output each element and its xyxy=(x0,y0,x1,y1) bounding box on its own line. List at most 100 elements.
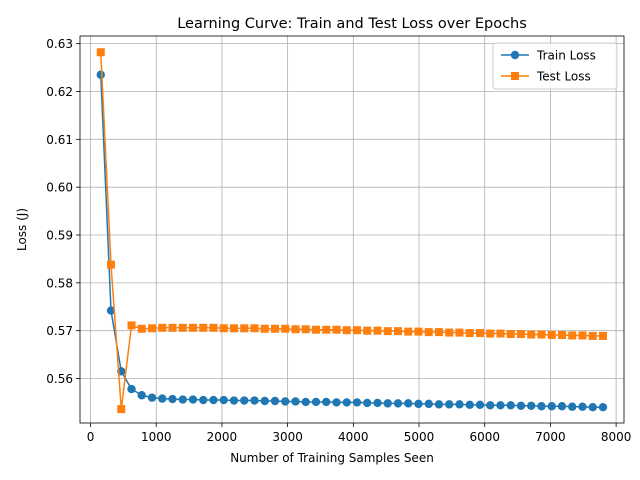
data-point-train xyxy=(414,399,423,409)
series-layer xyxy=(96,48,608,414)
data-point-test xyxy=(189,323,198,332)
data-point-train xyxy=(537,402,546,411)
data-point-test xyxy=(496,329,505,338)
data-point-train xyxy=(240,396,249,405)
data-point-test xyxy=(557,330,566,339)
y-tick-label: 0.62 xyxy=(46,85,73,99)
x-axis-label: Number of Training Samples Seen xyxy=(230,451,434,465)
data-point-train xyxy=(527,401,536,410)
data-point-test xyxy=(311,325,320,334)
data-point-test xyxy=(117,405,126,414)
data-point-test xyxy=(537,330,546,339)
data-point-train xyxy=(209,395,218,405)
data-point-train xyxy=(291,397,300,406)
data-point-train xyxy=(199,395,208,405)
data-point-test xyxy=(107,260,116,269)
data-point-test xyxy=(260,324,269,333)
y-tick-label: 0.59 xyxy=(46,229,73,243)
x-tick-label: 5000 xyxy=(404,430,435,444)
data-point-test xyxy=(148,324,157,333)
data-point-test xyxy=(383,327,392,336)
data-point-test xyxy=(219,324,228,333)
data-point-test xyxy=(199,323,208,332)
data-point-train xyxy=(486,401,495,410)
data-point-test xyxy=(270,324,279,333)
data-point-train xyxy=(188,395,198,404)
data-point-train xyxy=(383,399,392,408)
data-point-test xyxy=(598,331,607,340)
data-point-train xyxy=(455,400,464,409)
data-point-test xyxy=(568,331,577,340)
data-point-test xyxy=(240,324,249,333)
data-point-train xyxy=(342,398,351,407)
y-axis-label: Loss (J) xyxy=(15,208,29,251)
data-point-test xyxy=(547,330,556,339)
x-tick-label: 3000 xyxy=(272,430,303,444)
data-point-train xyxy=(496,401,505,410)
data-point-train xyxy=(445,400,454,409)
data-point-test xyxy=(178,323,187,332)
data-point-train xyxy=(506,401,515,410)
data-point-train xyxy=(168,394,177,404)
data-point-train xyxy=(147,393,157,402)
data-point-train xyxy=(393,399,403,408)
y-tick-label: 0.63 xyxy=(46,37,73,51)
data-point-train xyxy=(352,398,362,407)
data-point-test xyxy=(322,325,331,334)
data-point-test xyxy=(230,324,239,333)
data-point-train xyxy=(219,395,228,405)
data-point-test xyxy=(578,331,587,340)
data-point-test xyxy=(465,329,474,338)
data-point-train xyxy=(332,398,341,407)
data-point-train xyxy=(127,384,136,394)
y-tick-label: 0.61 xyxy=(46,133,73,147)
data-point-test xyxy=(352,326,361,335)
data-point-train xyxy=(137,391,146,400)
data-point-train xyxy=(229,396,239,405)
data-point-test xyxy=(506,330,515,339)
data-point-train xyxy=(260,396,269,406)
x-tick-label: 0 xyxy=(87,430,95,444)
data-point-train xyxy=(373,398,382,408)
data-point-test xyxy=(127,321,136,330)
data-point-train xyxy=(158,394,167,403)
data-point-test xyxy=(434,328,443,337)
data-point-train xyxy=(568,402,577,411)
data-point-test xyxy=(588,331,597,340)
legend-marker-train xyxy=(510,50,520,60)
data-point-train xyxy=(547,402,556,411)
data-point-test xyxy=(445,328,454,337)
data-point-test xyxy=(373,326,382,335)
data-point-train xyxy=(588,403,597,412)
data-point-train xyxy=(424,399,433,409)
data-point-train xyxy=(475,400,485,410)
data-point-test xyxy=(332,325,341,334)
data-point-train xyxy=(557,402,567,411)
data-point-train xyxy=(301,397,310,407)
x-tick-label: 4000 xyxy=(338,430,369,444)
x-tick-label: 6000 xyxy=(469,430,500,444)
data-point-train xyxy=(178,395,187,404)
x-tick-label: 1000 xyxy=(141,430,172,444)
data-point-train xyxy=(270,396,280,406)
data-point-test xyxy=(281,324,290,333)
data-point-train xyxy=(96,70,105,79)
data-point-test xyxy=(209,323,218,332)
data-point-train xyxy=(363,398,372,408)
y-tick-label: 0.57 xyxy=(46,324,73,338)
data-point-test xyxy=(424,328,433,337)
x-tick-label: 7000 xyxy=(535,430,566,444)
data-point-test xyxy=(414,327,423,336)
x-tick-label: 8000 xyxy=(601,430,632,444)
data-point-test xyxy=(404,327,413,336)
data-point-test xyxy=(291,325,300,334)
legend-marker-test xyxy=(511,72,519,80)
x-tick-label: 2000 xyxy=(207,430,238,444)
data-point-train xyxy=(578,402,587,411)
data-point-test xyxy=(475,329,484,338)
data-point-train xyxy=(281,397,290,406)
y-tick-label: 0.60 xyxy=(46,181,73,195)
chart-title: Learning Curve: Train and Test Loss over… xyxy=(177,16,527,32)
data-point-train xyxy=(250,396,259,405)
